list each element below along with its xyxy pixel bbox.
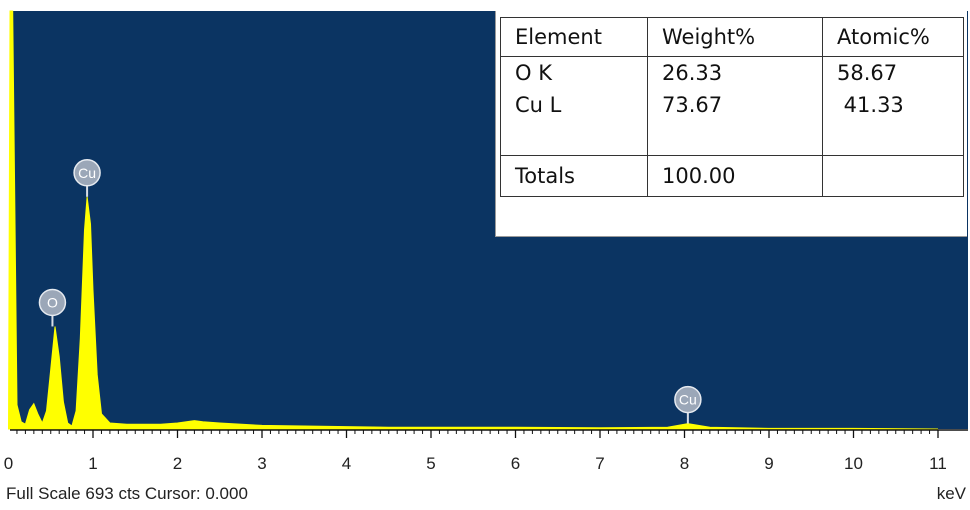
status-line: Full Scale 693 cts Cursor: 0.000: [6, 484, 248, 503]
peak-label-badge: [73, 159, 101, 187]
totals-row: Totals 100.00: [500, 155, 964, 197]
cell-atomic: 41.33: [822, 89, 964, 121]
peak-label-badge: [674, 385, 702, 414]
cell-weight: 73.67: [647, 89, 823, 121]
x-tick-label: 6: [511, 454, 520, 473]
x-tick-label: 9: [764, 454, 773, 473]
totals-label: Totals: [500, 155, 648, 197]
x-tick-label: 8: [680, 454, 689, 473]
x-tick-label: 10: [844, 454, 863, 473]
x-tick-label: 3: [257, 454, 266, 473]
header-weight-percent: Weight%: [647, 17, 823, 57]
cell-element: Cu L: [500, 89, 648, 121]
cell-weight: 26.33: [647, 56, 823, 89]
x-axis-unit-label: keV: [936, 484, 966, 503]
x-tick-label: 0: [4, 454, 13, 473]
spectrum-series-0: [7, 10, 939, 430]
cell-element: O K: [500, 56, 648, 89]
peak-label-text: O: [47, 294, 58, 310]
peak-label-cu: Cu: [73, 159, 101, 197]
x-tick-label: 11: [929, 454, 947, 473]
x-tick-label: 4: [342, 454, 351, 473]
x-tick-label: 7: [595, 454, 604, 473]
cell-atomic: [822, 121, 964, 156]
totals-atomic: [822, 155, 964, 197]
totals-weight: 100.00: [647, 155, 823, 197]
peak-label-text: Cu: [78, 165, 96, 181]
x-tick-label: 2: [173, 454, 182, 473]
table-row: [500, 121, 964, 156]
table-row: Cu L 73.67 41.33: [500, 89, 964, 121]
header-atomic-percent: Atomic%: [822, 17, 964, 57]
table-row: O K 26.33 58.67: [500, 56, 964, 89]
cell-element: [500, 121, 648, 156]
peak-label-text: Cu: [679, 392, 697, 408]
table-header-row: Element Weight% Atomic%: [500, 17, 964, 57]
peak-label-o: O: [38, 288, 67, 327]
cell-atomic: 58.67: [822, 56, 964, 89]
x-tick-label: 5: [426, 454, 435, 473]
cell-weight: [647, 121, 823, 156]
peak-label-cu: Cu: [674, 385, 702, 424]
x-tick-label: 1: [88, 454, 97, 473]
peak-label-badge: [38, 288, 67, 317]
composition-table: Element Weight% Atomic% O K 26.33 58.67 …: [500, 17, 964, 197]
composition-table-panel: Element Weight% Atomic% O K 26.33 58.67 …: [495, 11, 967, 237]
header-element: Element: [500, 17, 648, 57]
